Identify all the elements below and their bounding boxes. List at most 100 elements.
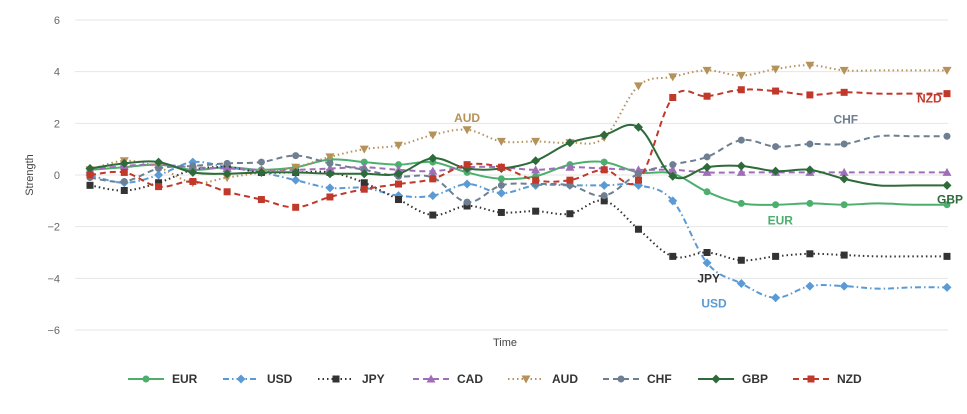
data-point-cad (702, 167, 712, 176)
data-point-jpy (669, 252, 677, 260)
legend-item-gbp[interactable]: GBP (698, 372, 768, 386)
series-aud[interactable] (85, 61, 952, 188)
data-point-chf (806, 140, 814, 148)
data-point-gbp (805, 165, 815, 175)
data-point-jpy (429, 211, 437, 219)
data-point-chf (497, 181, 505, 189)
data-point-eur (703, 188, 711, 196)
data-point-eur (395, 161, 403, 169)
data-point-aud (291, 163, 301, 172)
data-point-aud (462, 126, 472, 135)
legend-item-usd[interactable]: USD (223, 372, 293, 386)
data-point-usd (668, 196, 678, 206)
legend-label: CAD (457, 372, 483, 386)
data-point-jpy (634, 225, 642, 233)
legend-item-eur[interactable]: EUR (128, 372, 198, 386)
legend-label: NZD (837, 372, 862, 386)
data-point-aud (942, 66, 952, 75)
legend-label: JPY (362, 372, 385, 386)
data-point-gbp (428, 153, 438, 163)
series-line-usd (89, 160, 948, 299)
legend-marker (332, 375, 340, 383)
data-point-eur (737, 199, 745, 207)
series-end-label-jpy: JPY (697, 271, 720, 285)
data-point-nzd (634, 176, 642, 184)
data-point-cad (736, 167, 746, 176)
data-point-eur (943, 201, 951, 209)
data-point-jpy (806, 250, 814, 258)
legend-marker (807, 375, 815, 383)
legend-marker (142, 375, 150, 383)
grid-lines (75, 19, 948, 331)
legend-item-jpy[interactable]: JPY (318, 372, 385, 386)
data-point-chf (463, 198, 471, 206)
legend-label: EUR (172, 372, 198, 386)
data-point-chf (155, 165, 163, 173)
data-point-nzd (806, 91, 814, 99)
data-point-nzd (223, 188, 231, 196)
series-line-cad (89, 163, 947, 174)
data-point-chf (737, 136, 745, 144)
data-point-eur (840, 201, 848, 209)
data-point-chf (189, 162, 197, 170)
legend-item-aud[interactable]: AUD (508, 372, 578, 386)
data-point-chf (326, 159, 334, 167)
data-point-jpy (463, 202, 471, 210)
data-point-gbp (771, 166, 781, 176)
legend-item-nzd[interactable]: NZD (793, 372, 862, 386)
series-gbp[interactable] (85, 122, 952, 190)
legend-marker (521, 375, 531, 384)
data-point-eur (772, 201, 780, 209)
series-eur[interactable] (86, 156, 951, 209)
series-chf[interactable] (86, 132, 951, 206)
legend-item-chf[interactable]: CHF (603, 372, 672, 386)
legend-label: USD (267, 372, 293, 386)
data-point-nzd (943, 90, 951, 98)
data-point-gbp (291, 167, 301, 177)
series-nzd[interactable] (86, 86, 951, 211)
y-tick-label: 6 (54, 15, 60, 27)
data-point-jpy (737, 256, 745, 264)
series-end-label-chf: CHF (833, 112, 858, 126)
legend-item-cad[interactable]: CAD (413, 372, 483, 386)
series-jpy[interactable] (86, 163, 951, 264)
data-point-cad (325, 164, 335, 173)
data-point-gbp (394, 169, 404, 179)
data-point-jpy (703, 249, 711, 256)
data-point-aud (805, 61, 815, 70)
data-point-usd (771, 293, 781, 303)
data-point-jpy (395, 196, 403, 204)
data-point-aud (736, 72, 746, 81)
data-point-usd (839, 281, 849, 291)
data-point-usd (325, 183, 335, 193)
data-point-usd (154, 170, 164, 180)
data-point-usd (462, 179, 472, 189)
data-point-nzd (292, 203, 300, 211)
data-point-aud (325, 153, 335, 162)
data-point-usd (702, 258, 712, 268)
data-point-gbp (256, 167, 266, 177)
data-point-nzd (395, 180, 403, 188)
data-point-nzd (360, 185, 368, 193)
data-point-eur (600, 158, 608, 166)
series-line-nzd (89, 88, 947, 209)
series-end-label-usd: USD (701, 297, 727, 311)
legend-marker (617, 375, 625, 383)
data-point-eur (360, 158, 368, 166)
data-point-nzd (600, 166, 608, 174)
data-point-gbp (222, 169, 232, 179)
y-tick-label: 4 (54, 67, 60, 79)
data-point-nzd (155, 183, 163, 191)
data-point-chf (223, 159, 231, 167)
legend-label: AUD (552, 372, 578, 386)
data-point-aud (839, 66, 849, 75)
legend-label: GBP (742, 372, 768, 386)
data-point-gbp (942, 180, 952, 190)
data-point-eur (497, 175, 505, 183)
data-point-nzd (429, 175, 437, 183)
data-point-jpy (600, 197, 608, 205)
chart-legend[interactable]: EUR USD JPY CAD AUD CHF GBP NZD (128, 372, 862, 386)
series-end-label-aud: AUD (454, 111, 480, 125)
data-point-cad (428, 166, 438, 175)
